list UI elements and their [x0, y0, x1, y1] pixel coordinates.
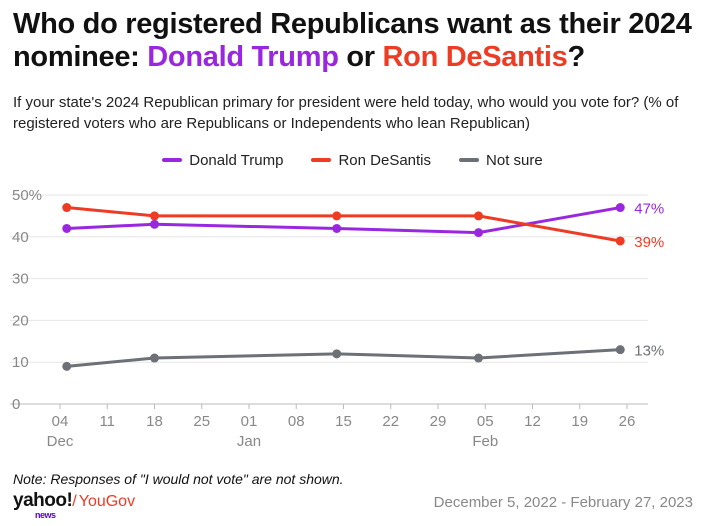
- x-tick-label: 01: [241, 413, 258, 430]
- data-point: [150, 353, 159, 363]
- end-label-1: 39%: [634, 234, 664, 251]
- yougov-logo: YouGov: [78, 493, 136, 510]
- x-tick-label: 12: [524, 413, 541, 430]
- legend-swatch-not-sure: [459, 158, 480, 162]
- x-tick-label: 15: [335, 413, 352, 430]
- x-tick-label: 25: [193, 413, 210, 430]
- x-tick-label: 19: [571, 413, 588, 430]
- y-tick-label: 50%: [12, 187, 42, 204]
- legend-item-trump: Donald Trump: [162, 150, 283, 170]
- chart-subtitle: If your state's 2024 Republican primary …: [13, 94, 679, 132]
- title-suffix: ?: [567, 41, 585, 73]
- data-point: [615, 203, 625, 213]
- y-tick-label: 30: [12, 271, 29, 288]
- x-tick-label: 08: [288, 413, 305, 430]
- data-point: [62, 361, 72, 371]
- end-label-2: 13%: [634, 343, 664, 360]
- data-point: [615, 236, 625, 246]
- x-tick-label: 05: [477, 413, 494, 430]
- title-trump: Donald Trump: [147, 41, 339, 73]
- data-point: [474, 228, 483, 238]
- x-tick-label: 11: [99, 413, 115, 430]
- title-prefix: Who do registered Republicans want as th…: [13, 8, 692, 73]
- data-point: [332, 211, 342, 221]
- yahoo-wordmark: yahoo!: [13, 490, 73, 511]
- data-point: [150, 211, 159, 221]
- end-label-0: 47%: [634, 201, 664, 218]
- legend-label-trump: Donald Trump: [189, 151, 284, 169]
- data-point: [332, 223, 342, 233]
- footnote: Note: Responses of "I would not vote" ar…: [13, 471, 344, 487]
- data-point: [474, 353, 483, 363]
- legend-item-not-sure: Not sure: [459, 150, 543, 170]
- x-tick-label: 04: [52, 413, 69, 430]
- y-tick-label: 0: [12, 396, 20, 413]
- legend-swatch-desantis: [311, 158, 332, 162]
- x-tick-label: 29: [430, 413, 447, 430]
- date-range: December 5, 2022 - February 27, 2023: [433, 494, 693, 511]
- y-tick-label: 20: [12, 312, 29, 329]
- legend-label-not-sure: Not sure: [486, 151, 543, 169]
- y-tick-label: 40: [12, 229, 29, 246]
- brand-separator: /: [72, 493, 77, 510]
- data-point: [474, 211, 483, 221]
- yahoo-logo: yahoo! news: [13, 490, 73, 520]
- legend-label-desantis: Ron DeSantis: [338, 151, 432, 169]
- x-month-label: Feb: [472, 433, 498, 450]
- x-tick-label: 22: [382, 413, 399, 430]
- data-point: [62, 223, 72, 233]
- x-month-label: Dec: [47, 433, 74, 450]
- y-tick-label: 10: [12, 354, 29, 371]
- title-middle: or: [338, 41, 383, 73]
- legend-item-desantis: Ron DeSantis: [311, 150, 431, 170]
- brand-logo: yahoo! news / YouGov: [13, 490, 136, 520]
- data-point: [615, 345, 625, 355]
- data-point: [332, 349, 342, 359]
- chart-legend: Donald Trump Ron DeSantis Not sure: [0, 150, 705, 170]
- x-month-label: Jan: [237, 433, 261, 450]
- title-desantis: Ron DeSantis: [382, 41, 568, 73]
- legend-swatch-trump: [162, 158, 183, 162]
- chart-title: Who do registered Republicans want as th…: [13, 8, 703, 74]
- x-tick-label: 18: [146, 413, 163, 430]
- line-chart: 0 10 20 30 40 50% 04 Dec 11 18 25 01 Jan 08 15 22 29 05 Fe…: [10, 187, 664, 450]
- series-line-2: [66, 348, 621, 368]
- series-line-0: [66, 206, 621, 235]
- x-tick-label: 26: [619, 413, 636, 430]
- data-point: [62, 203, 72, 213]
- news-wordmark: news: [35, 510, 56, 520]
- data-point: [150, 219, 159, 229]
